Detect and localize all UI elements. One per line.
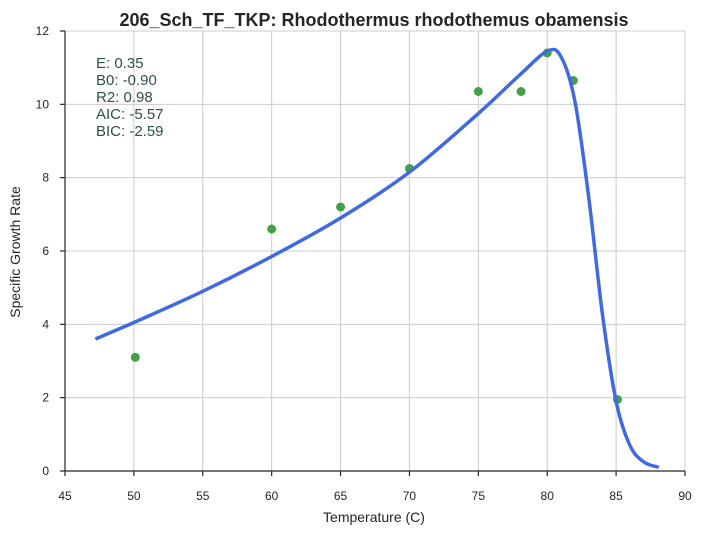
fit-curve (94, 47, 660, 470)
fit-statistics: E: 0.35 B0: -0.90 R2: 0.98 AIC: -5.57 BI… (96, 55, 164, 140)
y-tick-label: 0 (42, 464, 49, 478)
y-tick-label: 4 (42, 317, 49, 331)
x-tick-label: 75 (472, 489, 486, 503)
x-tick-label: 60 (265, 489, 279, 503)
stat-r2: R2: 0.98 (96, 89, 153, 106)
data-point (267, 224, 277, 234)
x-tick-label: 90 (678, 489, 692, 503)
x-tick-label: 55 (196, 489, 210, 503)
x-tick-label: 65 (334, 489, 348, 503)
x-tick-label: 50 (127, 489, 141, 503)
y-tick-label: 2 (42, 391, 49, 405)
y-axis-label: Specific Growth Rate (7, 186, 23, 318)
y-tick-label: 8 (42, 171, 49, 185)
stat-bic: BIC: -2.59 (96, 123, 164, 140)
data-point (130, 352, 140, 362)
stat-aic: AIC: -5.57 (96, 106, 164, 123)
stat-e: E: 0.35 (96, 55, 144, 72)
x-tick-label: 70 (403, 489, 417, 503)
data-point (336, 202, 346, 212)
y-tick-label: 12 (36, 24, 50, 38)
x-tick-label: 85 (609, 489, 623, 503)
stat-b0: B0: -0.90 (96, 72, 157, 89)
grid (65, 30, 686, 471)
data-points (130, 48, 622, 404)
chart-title: 206_Sch_TF_TKP: Rhodothermus rhodothemus… (119, 10, 628, 30)
x-tick-label: 45 (58, 489, 72, 503)
y-tick-label: 10 (36, 97, 50, 111)
data-point (516, 87, 526, 96)
x-tick-label: 80 (541, 489, 555, 503)
x-tick-labels: 45 50 55 60 65 70 75 80 85 90 (58, 471, 692, 503)
y-tick-labels: 0 2 4 6 8 10 12 (36, 24, 65, 478)
y-tick-label: 6 (42, 244, 49, 258)
data-point (473, 87, 483, 96)
x-axis-label: Temperature (C) (323, 509, 425, 525)
